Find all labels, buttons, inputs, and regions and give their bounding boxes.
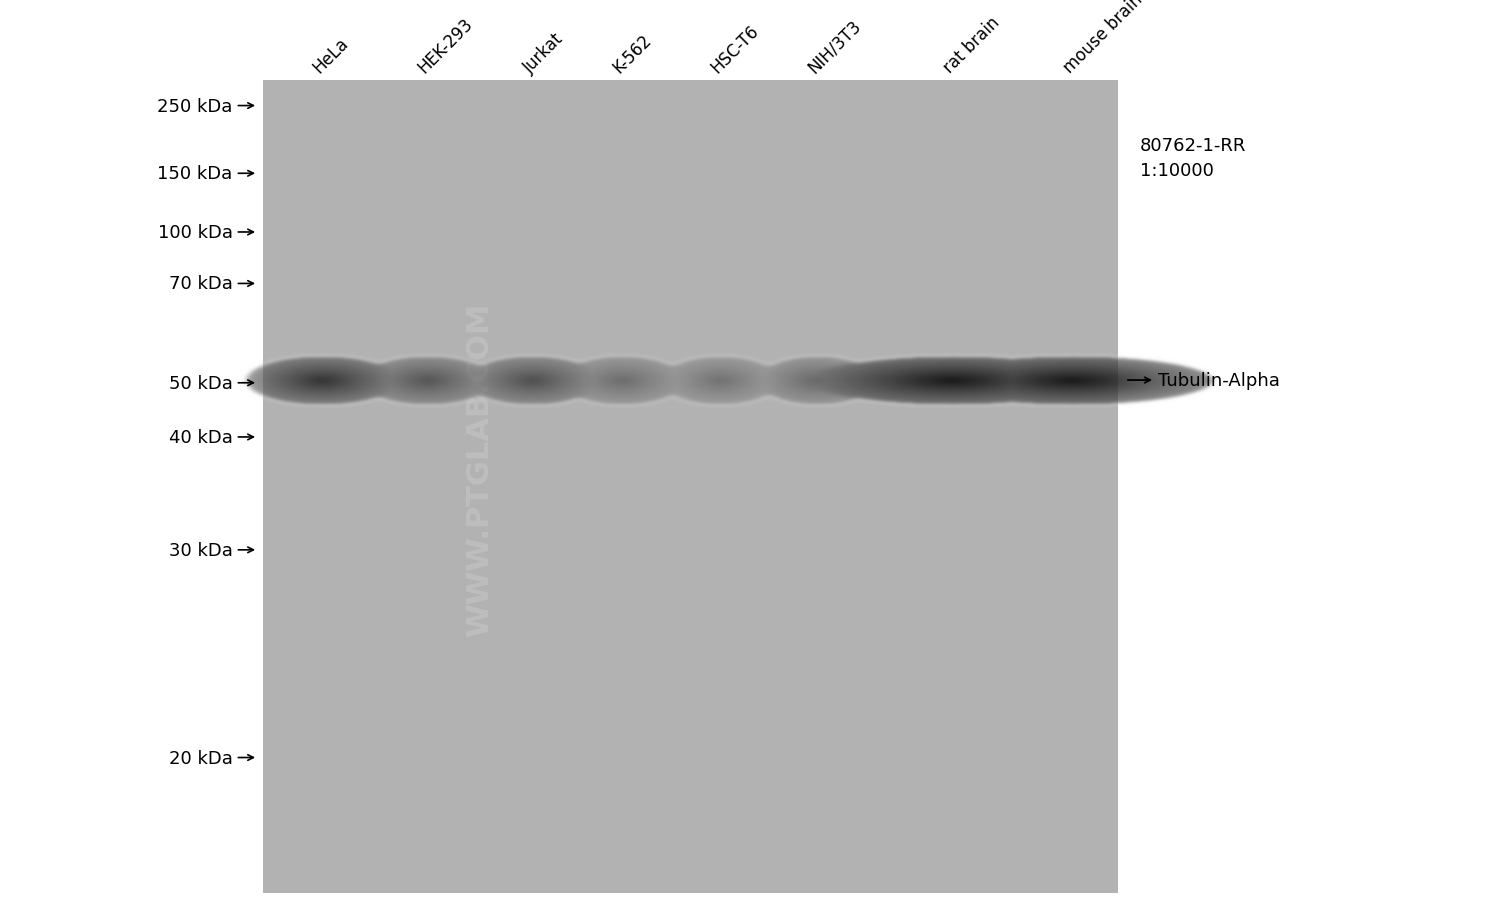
Text: Jurkat: Jurkat: [520, 30, 567, 77]
Text: WWW.PTGLAB.COM: WWW.PTGLAB.COM: [465, 302, 495, 636]
Text: 80762-1-RR
1:10000: 80762-1-RR 1:10000: [1140, 136, 1246, 179]
Text: NIH/3T3: NIH/3T3: [806, 16, 865, 77]
Text: 40 kDa: 40 kDa: [168, 428, 232, 446]
Text: 150 kDa: 150 kDa: [158, 165, 232, 183]
Text: K-562: K-562: [610, 31, 656, 77]
Text: 20 kDa: 20 kDa: [168, 749, 232, 767]
Text: HeLa: HeLa: [310, 34, 352, 77]
Bar: [262, 81, 1118, 893]
Text: HSC-T6: HSC-T6: [708, 22, 762, 77]
Text: 250 kDa: 250 kDa: [158, 97, 232, 115]
Text: 50 kDa: 50 kDa: [168, 374, 232, 392]
Text: Tubulin-Alpha: Tubulin-Alpha: [1158, 372, 1280, 390]
Text: rat brain: rat brain: [940, 14, 1004, 77]
Text: 70 kDa: 70 kDa: [168, 275, 232, 293]
Text: mouse brain: mouse brain: [1060, 0, 1146, 77]
Text: HEK-293: HEK-293: [416, 14, 477, 77]
Text: 100 kDa: 100 kDa: [158, 224, 232, 242]
Text: 30 kDa: 30 kDa: [168, 541, 232, 559]
